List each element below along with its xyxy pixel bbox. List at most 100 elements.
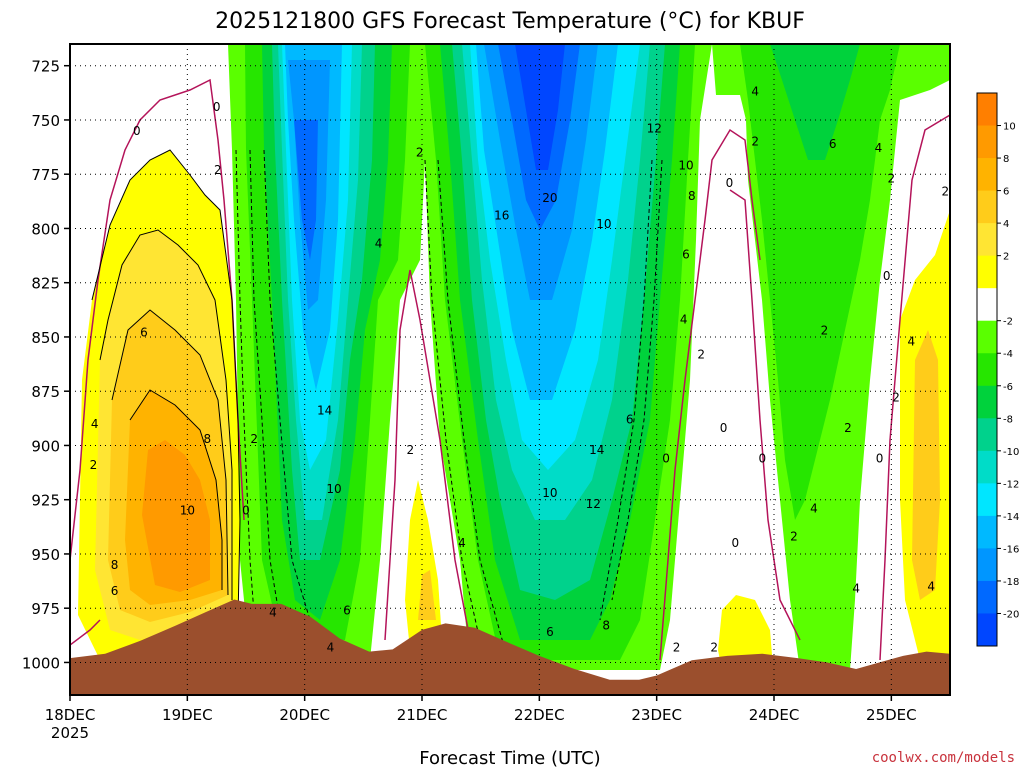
contour-label: 0 — [720, 421, 728, 435]
y-tick-label: 875 — [31, 383, 60, 401]
x-tick-label: 24DEC — [749, 706, 800, 724]
x-tick-sublabel: 2025 — [51, 724, 89, 742]
plot-frame — [69, 43, 951, 696]
y-tick-label: 975 — [31, 600, 60, 618]
isotherm-neg-6-dashed-b — [599, 159, 653, 621]
contour-label: 12 — [647, 122, 662, 136]
isotherm-pos-2-solid — [91, 149, 241, 621]
field-region-positive-4-right — [912, 330, 940, 600]
colorbar-swatch — [977, 613, 997, 647]
contour-label: 2 — [250, 432, 258, 446]
contour-label: 10 — [596, 217, 611, 231]
colorbar-label: 8 — [1003, 154, 1009, 165]
contour-label: 4 — [907, 334, 915, 348]
x-tick-label: 21DEC — [397, 706, 448, 724]
contour-label: 10 — [180, 504, 195, 518]
colorbar-swatch — [977, 483, 997, 517]
x-tick-label: 20DEC — [279, 706, 330, 724]
colorbar-label: -16 — [1003, 544, 1019, 555]
x-tick-label: 23DEC — [631, 706, 682, 724]
colorbar-swatch — [977, 385, 997, 419]
colorbar-swatch — [977, 548, 997, 582]
colorbar-label: -14 — [1003, 512, 1019, 523]
contour-label: 6 — [829, 137, 837, 151]
contour-label: 4 — [927, 580, 935, 594]
colorbar-label: -8 — [1003, 414, 1013, 425]
contour-label: 0 — [883, 269, 891, 283]
contour-label: 10 — [542, 486, 557, 500]
colorbar-swatch — [977, 353, 997, 387]
contour-label: 8 — [688, 189, 696, 203]
contour-label: 2 — [697, 347, 705, 361]
colorbar-frame — [976, 92, 998, 647]
contour-label: 4 — [458, 536, 466, 550]
contour-label: 2 — [214, 163, 222, 177]
contour-label: 4 — [91, 417, 99, 431]
contour-label: 0 — [213, 100, 221, 114]
contour-label: 0 — [242, 504, 250, 518]
chart-title: 2025121800 GFS Forecast Temperature (°C)… — [215, 9, 805, 34]
contour-label: 2 — [673, 640, 681, 654]
contour-label: 2 — [90, 458, 98, 472]
colorbar-label: -6 — [1003, 382, 1013, 393]
isotherm-neg-2-dashed-b — [424, 159, 483, 651]
contour-label: 4 — [327, 640, 335, 654]
contour-label: 6 — [546, 625, 554, 639]
contour-label: 6 — [140, 326, 148, 340]
field-region-positive-2-day6 — [718, 595, 772, 660]
contour-label: 6 — [626, 412, 634, 426]
colorbar-swatch — [977, 255, 997, 289]
contour-label: 6 — [682, 247, 690, 261]
contour-label: 0 — [726, 176, 734, 190]
colorbar-swatch — [977, 158, 997, 192]
credit-text[interactable]: coolwx.com/models — [872, 750, 1015, 766]
field-region-negative-20-b — [515, 44, 565, 170]
colorbar-label: 2 — [1003, 252, 1009, 263]
colorbar-swatch — [977, 223, 997, 257]
isotherm-pos-8-solid — [129, 389, 223, 590]
isotherm-neg-2-dashed — [235, 149, 257, 641]
y-tick-label: 725 — [31, 58, 60, 76]
y-tick-label: 800 — [31, 220, 60, 238]
isotherm-neg-6-dashed — [263, 149, 311, 621]
contour-label: 4 — [375, 237, 383, 251]
contour-label: 0 — [876, 451, 884, 465]
y-tick-label: 775 — [31, 166, 60, 184]
colorbar-swatch — [977, 288, 997, 322]
colorbar-label: -2 — [1003, 317, 1013, 328]
contour-label: 10 — [326, 482, 341, 496]
contour-label: 20 — [542, 191, 557, 205]
y-tick-label: 850 — [31, 329, 60, 347]
isotherm-pos-6-solid — [111, 309, 229, 596]
isotherm-pos-4-solid — [99, 229, 233, 600]
zero-isotherm-day3 — [384, 269, 471, 641]
contour-label: 14 — [317, 404, 332, 418]
contour-label: 8 — [602, 619, 610, 633]
colorbar-label: 6 — [1003, 187, 1009, 198]
y-tick-label: 900 — [31, 437, 60, 455]
colorbar-swatch — [977, 515, 997, 549]
contour-label: 4 — [852, 582, 860, 596]
grid-lines — [70, 44, 950, 695]
contour-label: 14 — [589, 443, 604, 457]
contour-label: 0 — [758, 451, 766, 465]
colorbar-label: 4 — [1003, 219, 1009, 230]
field-region-negative-4-right — [740, 44, 900, 520]
isotherm-neg-8-dashed-b — [611, 159, 663, 601]
colorbar-label: -20 — [1003, 609, 1019, 620]
contour-label: 10 — [678, 159, 693, 173]
zero-isotherm-day5 — [659, 128, 761, 661]
isotherm-neg-4-dashed — [249, 149, 281, 621]
zero-isotherm-day6 — [729, 189, 801, 641]
colorbar-swatch — [977, 93, 997, 127]
colorbar-label: -4 — [1003, 349, 1013, 360]
contour-label: 4 — [810, 501, 818, 515]
contour-label: 12 — [586, 497, 601, 511]
x-axis-label: Forecast Time (UTC) — [419, 748, 600, 768]
contour-label: 2 — [844, 421, 852, 435]
colorbar: 10 8 6 4 2 -2 -4 -6 -8 -10 -12 -14 -16 -18 -20 — [976, 92, 1019, 647]
terrain-fill — [70, 599, 950, 695]
